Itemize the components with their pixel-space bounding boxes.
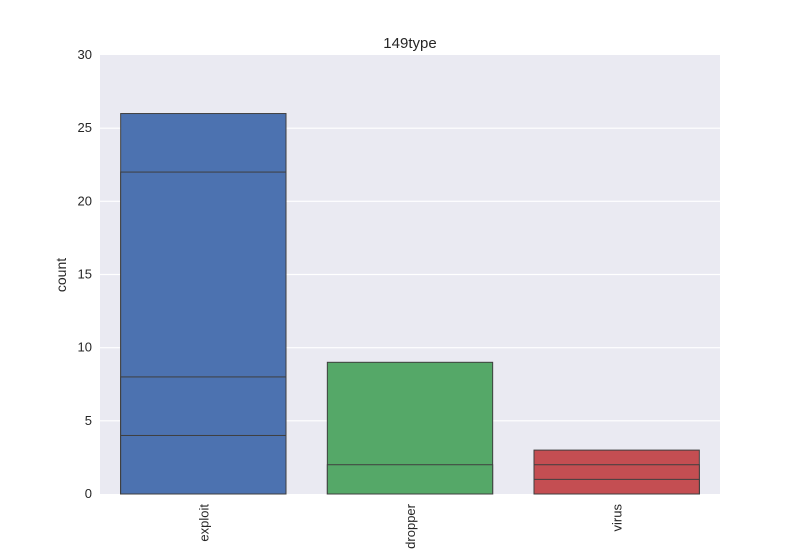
x-tick-labels: exploit dropper virus <box>196 503 624 548</box>
y-axis-label: count <box>53 258 69 292</box>
bar-virus <box>533 478 700 495</box>
bars <box>120 113 700 495</box>
y-tick-label: 0 <box>85 486 92 501</box>
y-tick-label: 20 <box>78 193 92 208</box>
bar-dropper <box>326 464 494 495</box>
y-tick-label: 30 <box>78 47 92 62</box>
y-tick-label: 10 <box>78 340 92 355</box>
x-tick-label-dropper: dropper <box>403 503 418 548</box>
chart-title: 149type <box>383 35 436 52</box>
x-tick-label-exploit: exploit <box>196 504 211 542</box>
y-tick-label: 5 <box>85 413 92 428</box>
x-tick-label-virus: virus <box>610 504 625 532</box>
bar-exploit <box>120 434 287 495</box>
y-tick-labels: 0 5 10 15 20 25 30 <box>78 47 92 501</box>
y-tick-label: 25 <box>78 120 92 135</box>
y-tick-label: 15 <box>78 267 92 282</box>
